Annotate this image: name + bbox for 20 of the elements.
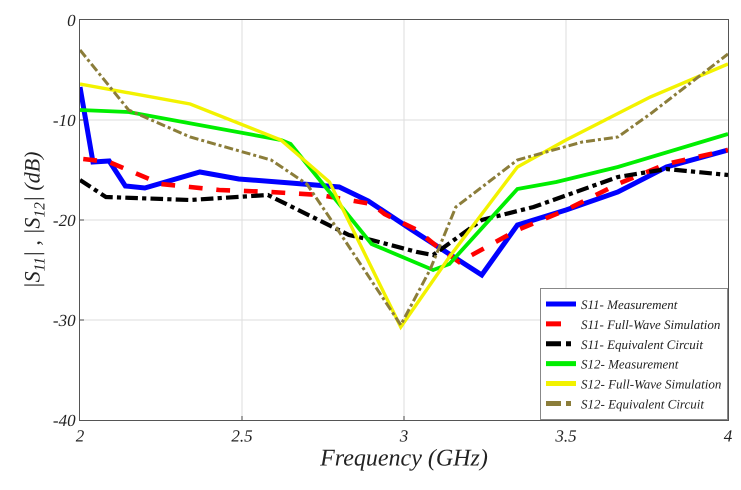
line-series: [80, 108, 728, 272]
legend-label: S12- Equivalent Circuit: [581, 396, 704, 412]
legend-label: S12- Measurement: [581, 356, 679, 372]
y-tick-label: -30: [52, 310, 76, 330]
x-tick-label: 3: [398, 426, 408, 446]
x-tick-label: 4: [724, 426, 733, 446]
x-axis-title: Frequency (GHz): [319, 446, 488, 472]
legend-label: S12- Full-Wave Simulation: [581, 376, 722, 392]
y-tick-label: -20: [52, 210, 76, 230]
y-tick-label: -40: [52, 410, 76, 430]
legend-label: S11- Measurement: [581, 297, 678, 312]
line-series: [80, 148, 728, 264]
y-tick-label: -10: [52, 110, 76, 130]
x-tick-label: 2: [76, 426, 85, 446]
y-tick-label: 0: [67, 10, 76, 30]
legend-label: S11- Equivalent Circuit: [581, 336, 704, 352]
legend-label: S11- Full-Wave Simulation: [581, 316, 720, 332]
x-tick-label: 2.5: [231, 426, 253, 446]
line-series: [80, 166, 728, 258]
x-tick-label: 3.5: [554, 426, 577, 446]
